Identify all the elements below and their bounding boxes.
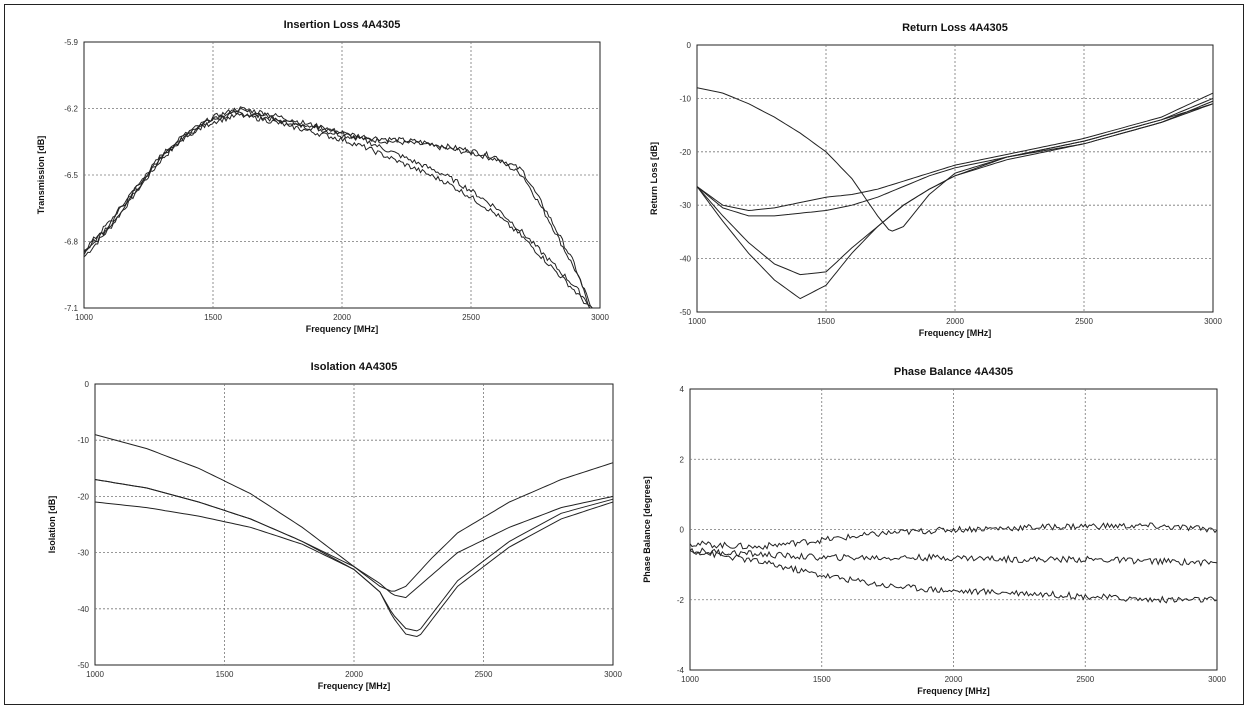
figure-frame [4, 4, 1244, 705]
phase-balance-series-3 [689, 550, 1218, 604]
chart-insertion-loss: Insertion Loss 4A4305 1000 1500 2000 2500 300… [36, 19, 609, 334]
insertion-loss-x-tick-label: 2500 [462, 313, 480, 322]
isolation-y-tick-label: -10 [77, 436, 89, 445]
phase-balance-y-tick-label: 2 [680, 455, 685, 464]
isolation-y-tick-label: -40 [77, 605, 89, 614]
insertion-loss-y-tick-label: -7.1 [64, 304, 78, 313]
isolation-y-tick-label: -50 [77, 661, 89, 670]
return-loss-y-axis-label: Return Loss [dB] [649, 142, 659, 215]
phase-balance-x-tick-label: 1500 [813, 675, 831, 684]
return-loss-series-5 [696, 100, 1214, 217]
isolation-x-tick-label: 1500 [216, 670, 234, 679]
insertion-loss-series-4 [83, 112, 591, 309]
isolation-series-4 [94, 501, 614, 638]
isolation-x-tick-label: 3000 [604, 670, 622, 679]
isolation-y-tick-label: -20 [77, 492, 89, 501]
chart-return-loss: Return Loss 4A4305 1000 1500 2000 2500 3000 0 -… [649, 22, 1222, 338]
isolation-x-axis-label: Frequency [MHz] [318, 681, 391, 691]
return-loss-x-tick-label: 1500 [817, 317, 835, 326]
insertion-loss-title: Insertion Loss 4A4305 [284, 19, 401, 31]
return-loss-y-tick-label: 0 [687, 41, 692, 50]
phase-balance-x-axis-label: Frequency [MHz] [917, 686, 990, 696]
phase-balance-y-axis-label: Phase Balance [degrees] [642, 476, 652, 583]
phase-balance-x-tick-label: 2000 [945, 675, 963, 684]
phase-balance-y-tick-label: -4 [677, 666, 685, 675]
isolation-x-tick-label: 1000 [86, 670, 104, 679]
insertion-loss-x-axis-label: Frequency [MHz] [306, 324, 379, 334]
return-loss-x-tick-label: 2000 [946, 317, 964, 326]
insertion-loss-x-tick-label: 1000 [75, 313, 93, 322]
insertion-loss-y-tick-label: -6.8 [64, 238, 78, 247]
return-loss-y-tick-label: -20 [679, 148, 691, 157]
return-loss-y-tick-label: -40 [679, 255, 691, 264]
phase-balance-y-tick-label: 4 [680, 385, 685, 394]
return-loss-series-4 [696, 92, 1214, 212]
insertion-loss-y-tick-label: -5.9 [64, 38, 78, 47]
phase-balance-y-tick-label: -2 [677, 596, 685, 605]
phase-balance-x-tick-label: 1000 [681, 675, 699, 684]
chart-phase-balance: Phase Balance 4A4305 1000 1500 2000 2500 3000… [642, 366, 1226, 696]
isolation-y-tick-label: -30 [77, 549, 89, 558]
return-loss-y-tick-label: -50 [679, 308, 691, 317]
return-loss-title: Return Loss 4A4305 [902, 22, 1008, 34]
phase-balance-series-2 [689, 547, 1218, 567]
isolation-title: Isolation 4A4305 [311, 361, 398, 373]
phase-balance-series-1 [689, 522, 1218, 550]
insertion-loss-series-3 [83, 106, 593, 309]
phase-balance-title: Phase Balance 4A4305 [894, 366, 1013, 378]
isolation-y-axis-label: Isolation [dB] [47, 496, 57, 554]
return-loss-x-axis-label: Frequency [MHz] [919, 328, 992, 338]
insertion-loss-y-tick-label: -6.5 [64, 171, 78, 180]
return-loss-x-tick-label: 3000 [1204, 317, 1222, 326]
insertion-loss-x-tick-label: 2000 [333, 313, 351, 322]
insertion-loss-x-tick-label: 1500 [204, 313, 222, 322]
return-loss-y-tick-label: -30 [679, 201, 691, 210]
phase-balance-x-tick-label: 3000 [1208, 675, 1226, 684]
insertion-loss-x-tick-label: 3000 [591, 313, 609, 322]
phase-balance-y-tick-label: 0 [680, 526, 685, 535]
isolation-x-tick-label: 2500 [475, 670, 493, 679]
insertion-loss-series-2 [83, 108, 591, 309]
return-loss-y-tick-label: -10 [679, 94, 691, 103]
phase-balance-x-tick-label: 2500 [1076, 675, 1094, 684]
isolation-y-tick-label: 0 [85, 380, 90, 389]
chart-isolation: Isolation 4A4305 1000 1500 2000 2500 3000 0 -10… [47, 361, 622, 691]
insertion-loss-y-tick-label: -6.2 [64, 105, 78, 114]
isolation-x-tick-label: 2000 [345, 670, 363, 679]
return-loss-x-tick-label: 2500 [1075, 317, 1093, 326]
return-loss-x-tick-label: 1000 [688, 317, 706, 326]
insertion-loss-y-axis-label: Transmission [dB] [36, 136, 46, 215]
